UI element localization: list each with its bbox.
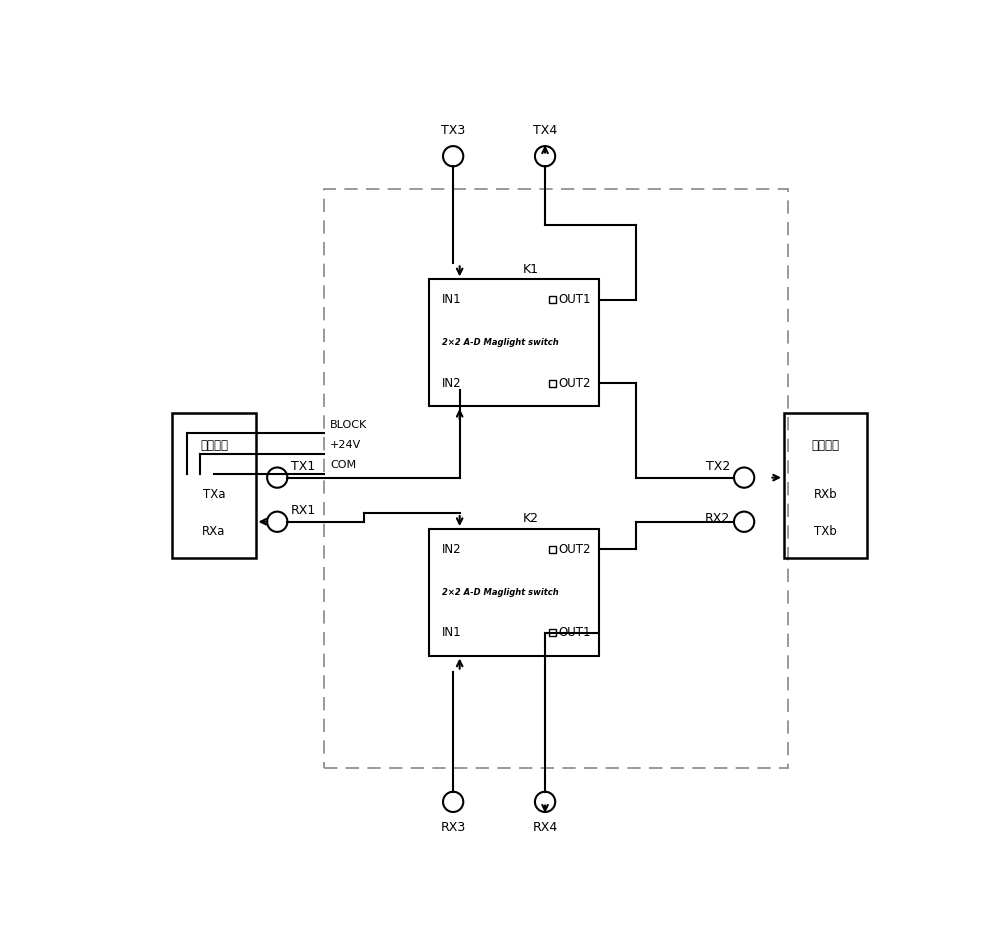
Text: K1: K1: [523, 262, 539, 275]
Bar: [549, 296, 556, 304]
Bar: [324, 189, 788, 768]
Text: OUT2: OUT2: [558, 542, 591, 556]
Bar: [429, 529, 599, 656]
Text: IN1: IN1: [442, 293, 462, 306]
Text: TX3: TX3: [441, 124, 465, 137]
Text: TX4: TX4: [533, 124, 557, 137]
Bar: [549, 380, 556, 386]
Text: IN2: IN2: [442, 542, 462, 556]
Text: IN1: IN1: [442, 626, 462, 639]
Text: K2: K2: [523, 512, 539, 525]
Text: RX4: RX4: [532, 821, 558, 834]
Text: OUT1: OUT1: [558, 293, 591, 306]
Text: TXa: TXa: [203, 488, 225, 501]
Text: 2×2 A-D Maglight switch: 2×2 A-D Maglight switch: [442, 338, 559, 347]
Text: RXb: RXb: [814, 488, 837, 501]
Text: COM: COM: [330, 461, 356, 470]
Text: IN2: IN2: [442, 377, 462, 390]
Text: RX1: RX1: [291, 504, 316, 517]
Bar: [549, 545, 556, 553]
Text: RX3: RX3: [441, 821, 466, 834]
Text: BLOCK: BLOCK: [330, 420, 367, 430]
Text: 2×2 A-D Maglight switch: 2×2 A-D Maglight switch: [442, 588, 559, 597]
Bar: [549, 629, 556, 636]
Text: TXb: TXb: [814, 525, 837, 539]
Bar: [172, 414, 256, 558]
Bar: [784, 414, 867, 558]
Bar: [429, 279, 599, 406]
Text: 本侧保护: 本侧保护: [200, 439, 228, 451]
Text: RX2: RX2: [705, 511, 730, 525]
Text: 对侧保护: 对侧保护: [812, 439, 840, 451]
Text: OUT2: OUT2: [558, 377, 591, 390]
Text: RXa: RXa: [202, 525, 226, 539]
Text: +24V: +24V: [330, 440, 361, 450]
Text: OUT1: OUT1: [558, 626, 591, 639]
Text: TX2: TX2: [706, 460, 730, 473]
Text: TX1: TX1: [291, 460, 315, 473]
